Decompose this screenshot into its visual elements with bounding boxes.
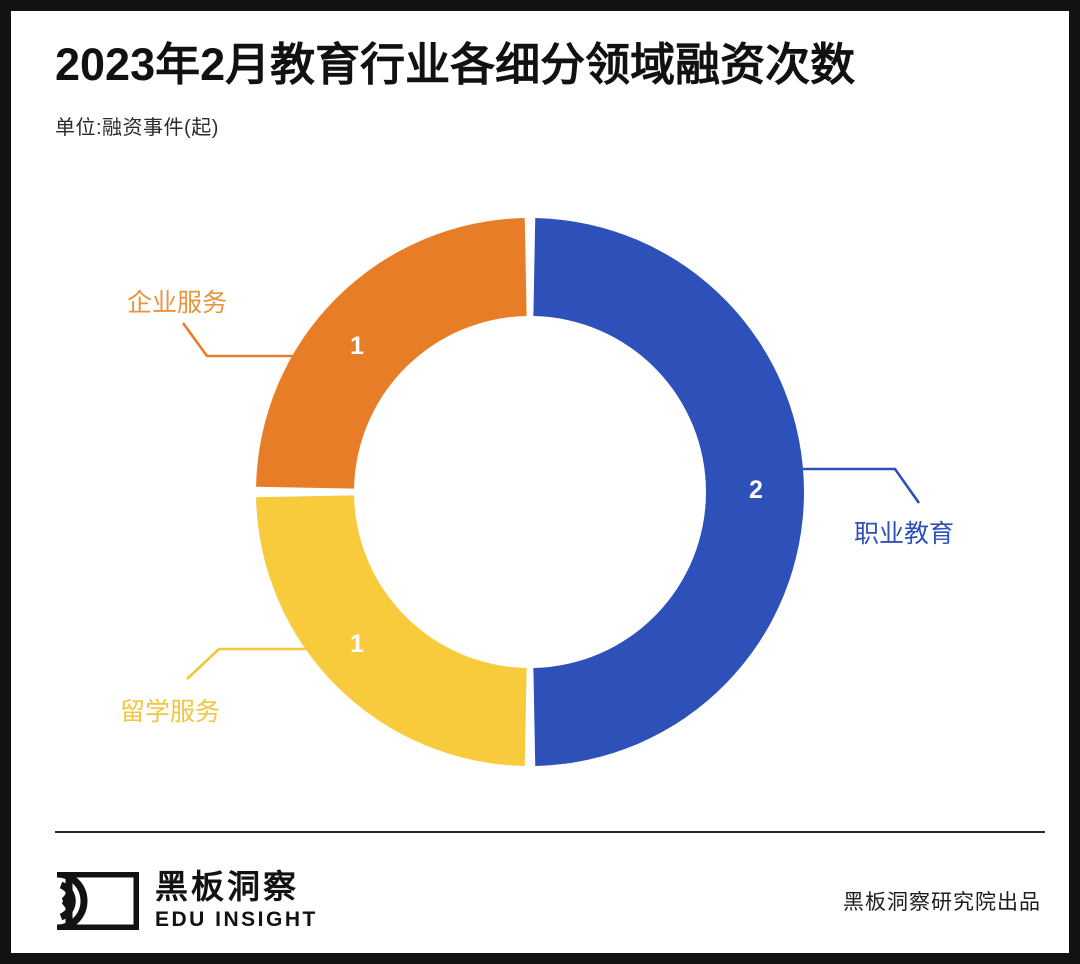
brand-lockup: 黑板洞察 EDU INSIGHT (55, 867, 318, 933)
brand-name-cn: 黑板洞察 (155, 867, 299, 905)
slice-label-study-abroad-service: 留学服务 (120, 698, 220, 726)
donut-chart-svg: 2 1 1 职业教育 企业服务 留学服务 (120, 218, 954, 766)
chart-unit-subtitle: 单位:融资事件(起) (55, 116, 219, 139)
footer-divider (55, 831, 1045, 833)
brand-name-en: EDU INSIGHT (155, 908, 318, 932)
chart-footer: 黑板洞察 EDU INSIGHT 黑板洞察研究院出品 (55, 856, 1045, 946)
donut-chart: 2 1 1 职业教育 企业服务 留学服务 (11, 11, 1069, 953)
chart-header: 2023年2月教育行业各细分领域融资次数 单位:融资事件(起) (55, 39, 1045, 140)
slice-label-enterprise-service: 企业服务 (127, 289, 227, 317)
footer-credit: 黑板洞察研究院出品 (843, 891, 1041, 914)
brand-text: 黑板洞察 EDU INSIGHT (155, 867, 318, 933)
leader-line-vocational-education (803, 467, 921, 504)
leader-line-study-abroad-service (186, 647, 311, 680)
eye-logo-icon (56, 871, 139, 930)
donut-slice-enterprise-service[interactable] (256, 218, 527, 489)
page-title: 2023年2月教育行业各细分领域融资次数 (55, 39, 856, 90)
donut-slice-study-abroad-service[interactable] (256, 495, 527, 766)
slice-value-enterprise-service: 1 (350, 332, 364, 360)
donut-slice-vocational-education[interactable] (533, 218, 805, 766)
leader-line-enterprise-service (181, 322, 299, 358)
slice-value-study-abroad-service: 1 (350, 630, 364, 658)
slice-label-vocational-education: 职业教育 (854, 520, 954, 548)
slice-value-vocational-education: 2 (749, 476, 763, 504)
